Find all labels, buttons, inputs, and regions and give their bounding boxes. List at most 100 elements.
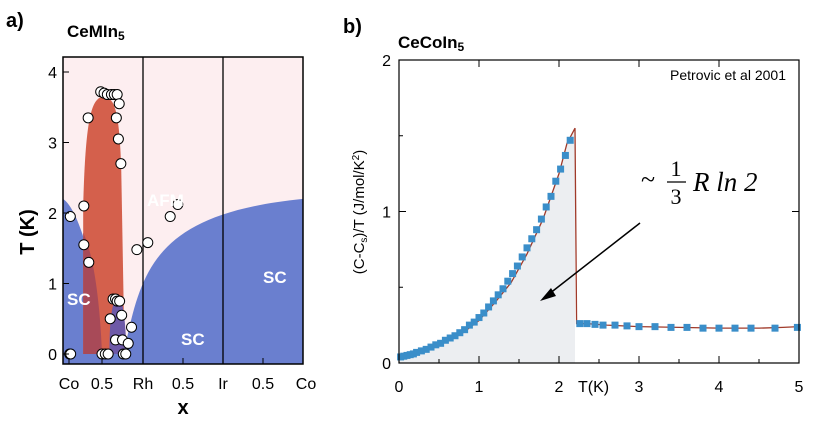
data-point (475, 314, 483, 322)
data-point (78, 239, 90, 251)
data-point (683, 323, 691, 331)
data-point (518, 253, 526, 261)
data-point (131, 244, 143, 256)
x-axis-label: x (177, 397, 188, 419)
data-point (583, 320, 591, 328)
plot-frame (398, 59, 800, 364)
data-point (78, 200, 90, 212)
axis-ticks: 0 1 2 3 4 Co 0.5 Rh 0.5 Ir 0.5 Co (48, 65, 316, 393)
x-tick-label: 0.5 (172, 376, 194, 393)
data-point (480, 309, 488, 317)
y-axis-label: (C-Cs)/T (J/mol/K2) (351, 150, 370, 274)
x-axis-label: T(K) (578, 379, 609, 396)
data-point (635, 323, 643, 331)
region-label-sc-right: SC (263, 268, 287, 287)
data-point (552, 177, 560, 185)
x-tick-label: Co (296, 376, 317, 393)
data-point (164, 211, 176, 223)
data-point (172, 199, 184, 211)
formula-denominator: 3 (671, 184, 682, 209)
series-line (398, 127, 800, 358)
y-tick-label: 3 (48, 136, 57, 153)
data-point (731, 324, 739, 332)
x-tick-label: 4 (715, 379, 724, 396)
data-point (111, 89, 123, 101)
data-point (110, 112, 122, 124)
data-point (715, 324, 723, 332)
data-points (64, 86, 184, 360)
y-tick-label: 2 (382, 53, 391, 70)
data-point (427, 343, 435, 351)
data-point (461, 326, 469, 334)
data-point (623, 322, 631, 330)
data-point (528, 235, 536, 243)
data-point (513, 262, 521, 270)
data-point (122, 337, 134, 349)
x-tick-label: Co (59, 376, 80, 393)
data-point (771, 324, 779, 332)
data-point (114, 295, 126, 307)
data-point (651, 323, 659, 331)
data-point (485, 303, 493, 311)
x-tick-label: 5 (795, 379, 804, 396)
x-tick-label: 0.5 (252, 376, 274, 393)
shaded-entropy-region (399, 128, 575, 363)
data-point (566, 136, 574, 144)
panel-b: b) CeCoIn5 0 1 2 3 4 5 0 1 2 Petrovic et al 2001… (343, 16, 804, 396)
data-point (113, 98, 125, 110)
data-point (499, 285, 507, 293)
formula-tilde: ~ (641, 165, 655, 194)
entropy-shaded-area (399, 128, 575, 363)
data-point (432, 341, 440, 349)
y-tick-label: 4 (48, 65, 57, 82)
data-point (437, 339, 445, 347)
entropy-formula: ~ 1 3 R ln 2 (641, 156, 758, 209)
data-point (104, 313, 116, 325)
citation-annotation: Petrovic et al 2001 (670, 67, 786, 83)
y-tick-label: 1 (48, 277, 57, 294)
x-tick-label: 1 (475, 379, 484, 396)
panel-b-title: CeCoIn5 (398, 33, 465, 54)
fit-curve (398, 127, 800, 358)
data-point (547, 192, 555, 200)
data-points (397, 136, 801, 361)
data-point (611, 321, 619, 329)
data-point (126, 321, 138, 333)
data-point (747, 324, 755, 332)
data-point (489, 297, 497, 305)
data-point (465, 321, 473, 329)
annotation-arrow (548, 222, 641, 295)
data-point (561, 151, 569, 159)
region-label-afm: AFM (147, 191, 184, 210)
formula-numerator: 1 (671, 156, 682, 181)
data-point (591, 320, 599, 328)
data-point (120, 348, 132, 360)
data-point (441, 336, 449, 344)
data-point (793, 323, 801, 331)
data-point (142, 237, 154, 249)
data-point (599, 321, 607, 329)
data-point (116, 309, 128, 321)
data-point (542, 203, 550, 211)
y-axis-label: T (K) (17, 209, 39, 255)
data-point (537, 215, 545, 223)
data-point (82, 112, 94, 124)
data-point (413, 348, 421, 356)
region-label-sc-left: SC (67, 290, 91, 309)
phase-regions (63, 57, 303, 364)
y-tick-label: 0 (48, 347, 57, 364)
y-tick-label: 2 (48, 206, 57, 223)
data-point (509, 270, 517, 278)
data-point (83, 256, 95, 268)
data-point (102, 348, 114, 360)
data-point (557, 165, 565, 173)
x-tick-label: 0 (395, 379, 404, 396)
formula-rest: R ln 2 (692, 167, 758, 197)
y-tick-label: 1 (382, 205, 391, 222)
data-point (417, 347, 425, 355)
region-sc-right (126, 198, 303, 364)
data-point (470, 318, 478, 326)
data-point (576, 320, 584, 328)
